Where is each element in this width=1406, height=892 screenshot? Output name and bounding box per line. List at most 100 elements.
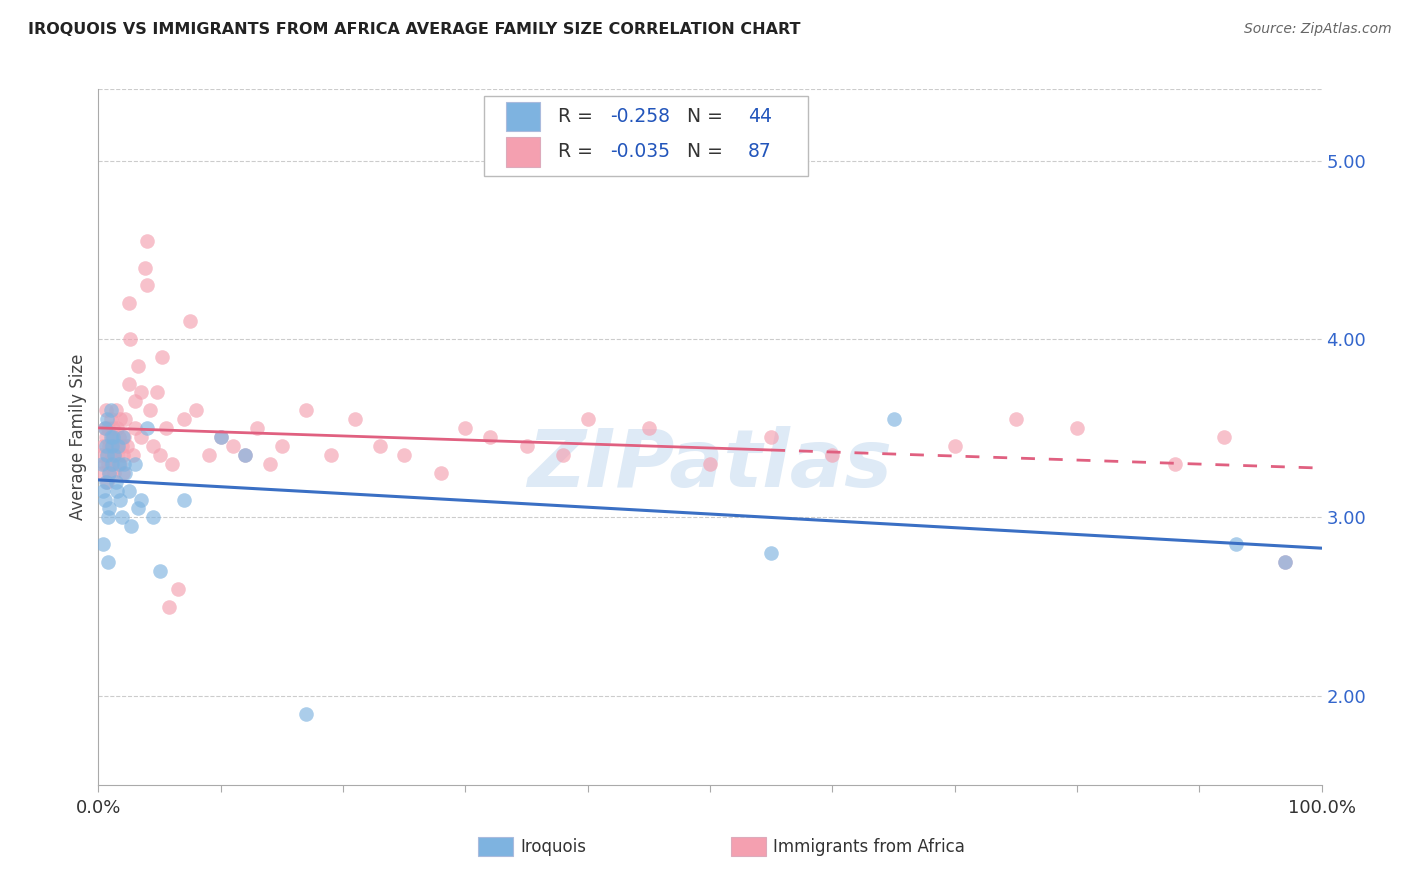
Point	[127, 501, 149, 516]
Point	[120, 332, 142, 346]
Point	[430, 466, 453, 480]
Point	[134, 260, 156, 275]
Point	[761, 546, 783, 560]
Point	[93, 421, 115, 435]
Point	[107, 439, 129, 453]
Point	[94, 430, 117, 444]
Point	[104, 403, 127, 417]
Point	[246, 421, 269, 435]
Point	[127, 359, 149, 373]
Text: Source: ZipAtlas.com: Source: ZipAtlas.com	[1244, 22, 1392, 37]
Point	[1274, 555, 1296, 569]
Point	[821, 448, 844, 462]
Point	[142, 510, 165, 524]
Point	[91, 439, 114, 453]
Point	[111, 430, 134, 444]
Point	[1066, 421, 1088, 435]
Point	[100, 439, 122, 453]
Point	[319, 448, 342, 462]
Point	[173, 492, 195, 507]
Point	[112, 430, 135, 444]
Point	[105, 421, 128, 435]
Point	[233, 448, 256, 462]
Point	[94, 439, 117, 453]
Point	[96, 475, 118, 489]
Point	[108, 457, 131, 471]
Point	[91, 483, 114, 498]
Point	[233, 448, 256, 462]
Point	[150, 350, 173, 364]
Point	[136, 278, 159, 293]
Point	[136, 234, 159, 248]
Point	[97, 457, 120, 471]
Point	[101, 430, 124, 444]
Point	[96, 412, 118, 426]
Point	[155, 421, 177, 435]
Point	[110, 412, 132, 426]
Text: ZIPatlas: ZIPatlas	[527, 425, 893, 504]
Text: Iroquois: Iroquois	[520, 838, 586, 855]
Point	[124, 457, 146, 471]
Point	[186, 403, 208, 417]
Point	[209, 430, 232, 444]
Point	[104, 475, 127, 489]
Point	[124, 394, 146, 409]
Text: -0.035: -0.035	[610, 143, 669, 161]
Point	[98, 466, 121, 480]
Point	[209, 430, 232, 444]
Point	[392, 448, 416, 462]
Point	[111, 466, 134, 480]
Point	[91, 466, 114, 480]
Point	[295, 706, 318, 721]
Point	[105, 483, 128, 498]
Point	[118, 296, 141, 310]
Point	[139, 403, 162, 417]
Point	[100, 457, 122, 471]
Point	[1212, 430, 1234, 444]
Point	[114, 412, 136, 426]
Point	[883, 412, 905, 426]
Point	[93, 457, 115, 471]
FancyBboxPatch shape	[506, 103, 540, 131]
Point	[97, 555, 120, 569]
Point	[94, 403, 117, 417]
Point	[197, 448, 219, 462]
Point	[259, 457, 281, 471]
Point	[943, 439, 966, 453]
Point	[129, 430, 152, 444]
Point	[1004, 412, 1026, 426]
Point	[103, 448, 125, 462]
Point	[129, 492, 152, 507]
Point	[454, 421, 477, 435]
Point	[101, 439, 124, 453]
Point	[515, 439, 537, 453]
Point	[179, 314, 201, 328]
Point	[97, 510, 120, 524]
Point	[136, 421, 159, 435]
FancyBboxPatch shape	[506, 137, 540, 167]
Point	[270, 439, 294, 453]
Point	[1274, 555, 1296, 569]
Text: Immigrants from Africa: Immigrants from Africa	[773, 838, 965, 855]
Point	[173, 412, 195, 426]
Point	[149, 564, 172, 578]
Point	[129, 385, 152, 400]
Point	[167, 582, 190, 596]
Point	[111, 439, 134, 453]
Point	[103, 448, 125, 462]
Point	[368, 439, 391, 453]
Point	[120, 519, 142, 533]
Point	[97, 421, 120, 435]
Point	[93, 421, 115, 435]
Point	[98, 501, 121, 516]
Point	[110, 457, 132, 471]
Point	[101, 421, 124, 435]
Point	[344, 412, 367, 426]
Point	[96, 448, 118, 462]
Point	[107, 448, 129, 462]
Y-axis label: Average Family Size: Average Family Size	[69, 354, 87, 520]
Point	[101, 448, 124, 462]
Text: IROQUOIS VS IMMIGRANTS FROM AFRICA AVERAGE FAMILY SIZE CORRELATION CHART: IROQUOIS VS IMMIGRANTS FROM AFRICA AVERA…	[28, 22, 800, 37]
Point	[1164, 457, 1187, 471]
Point	[118, 376, 141, 391]
